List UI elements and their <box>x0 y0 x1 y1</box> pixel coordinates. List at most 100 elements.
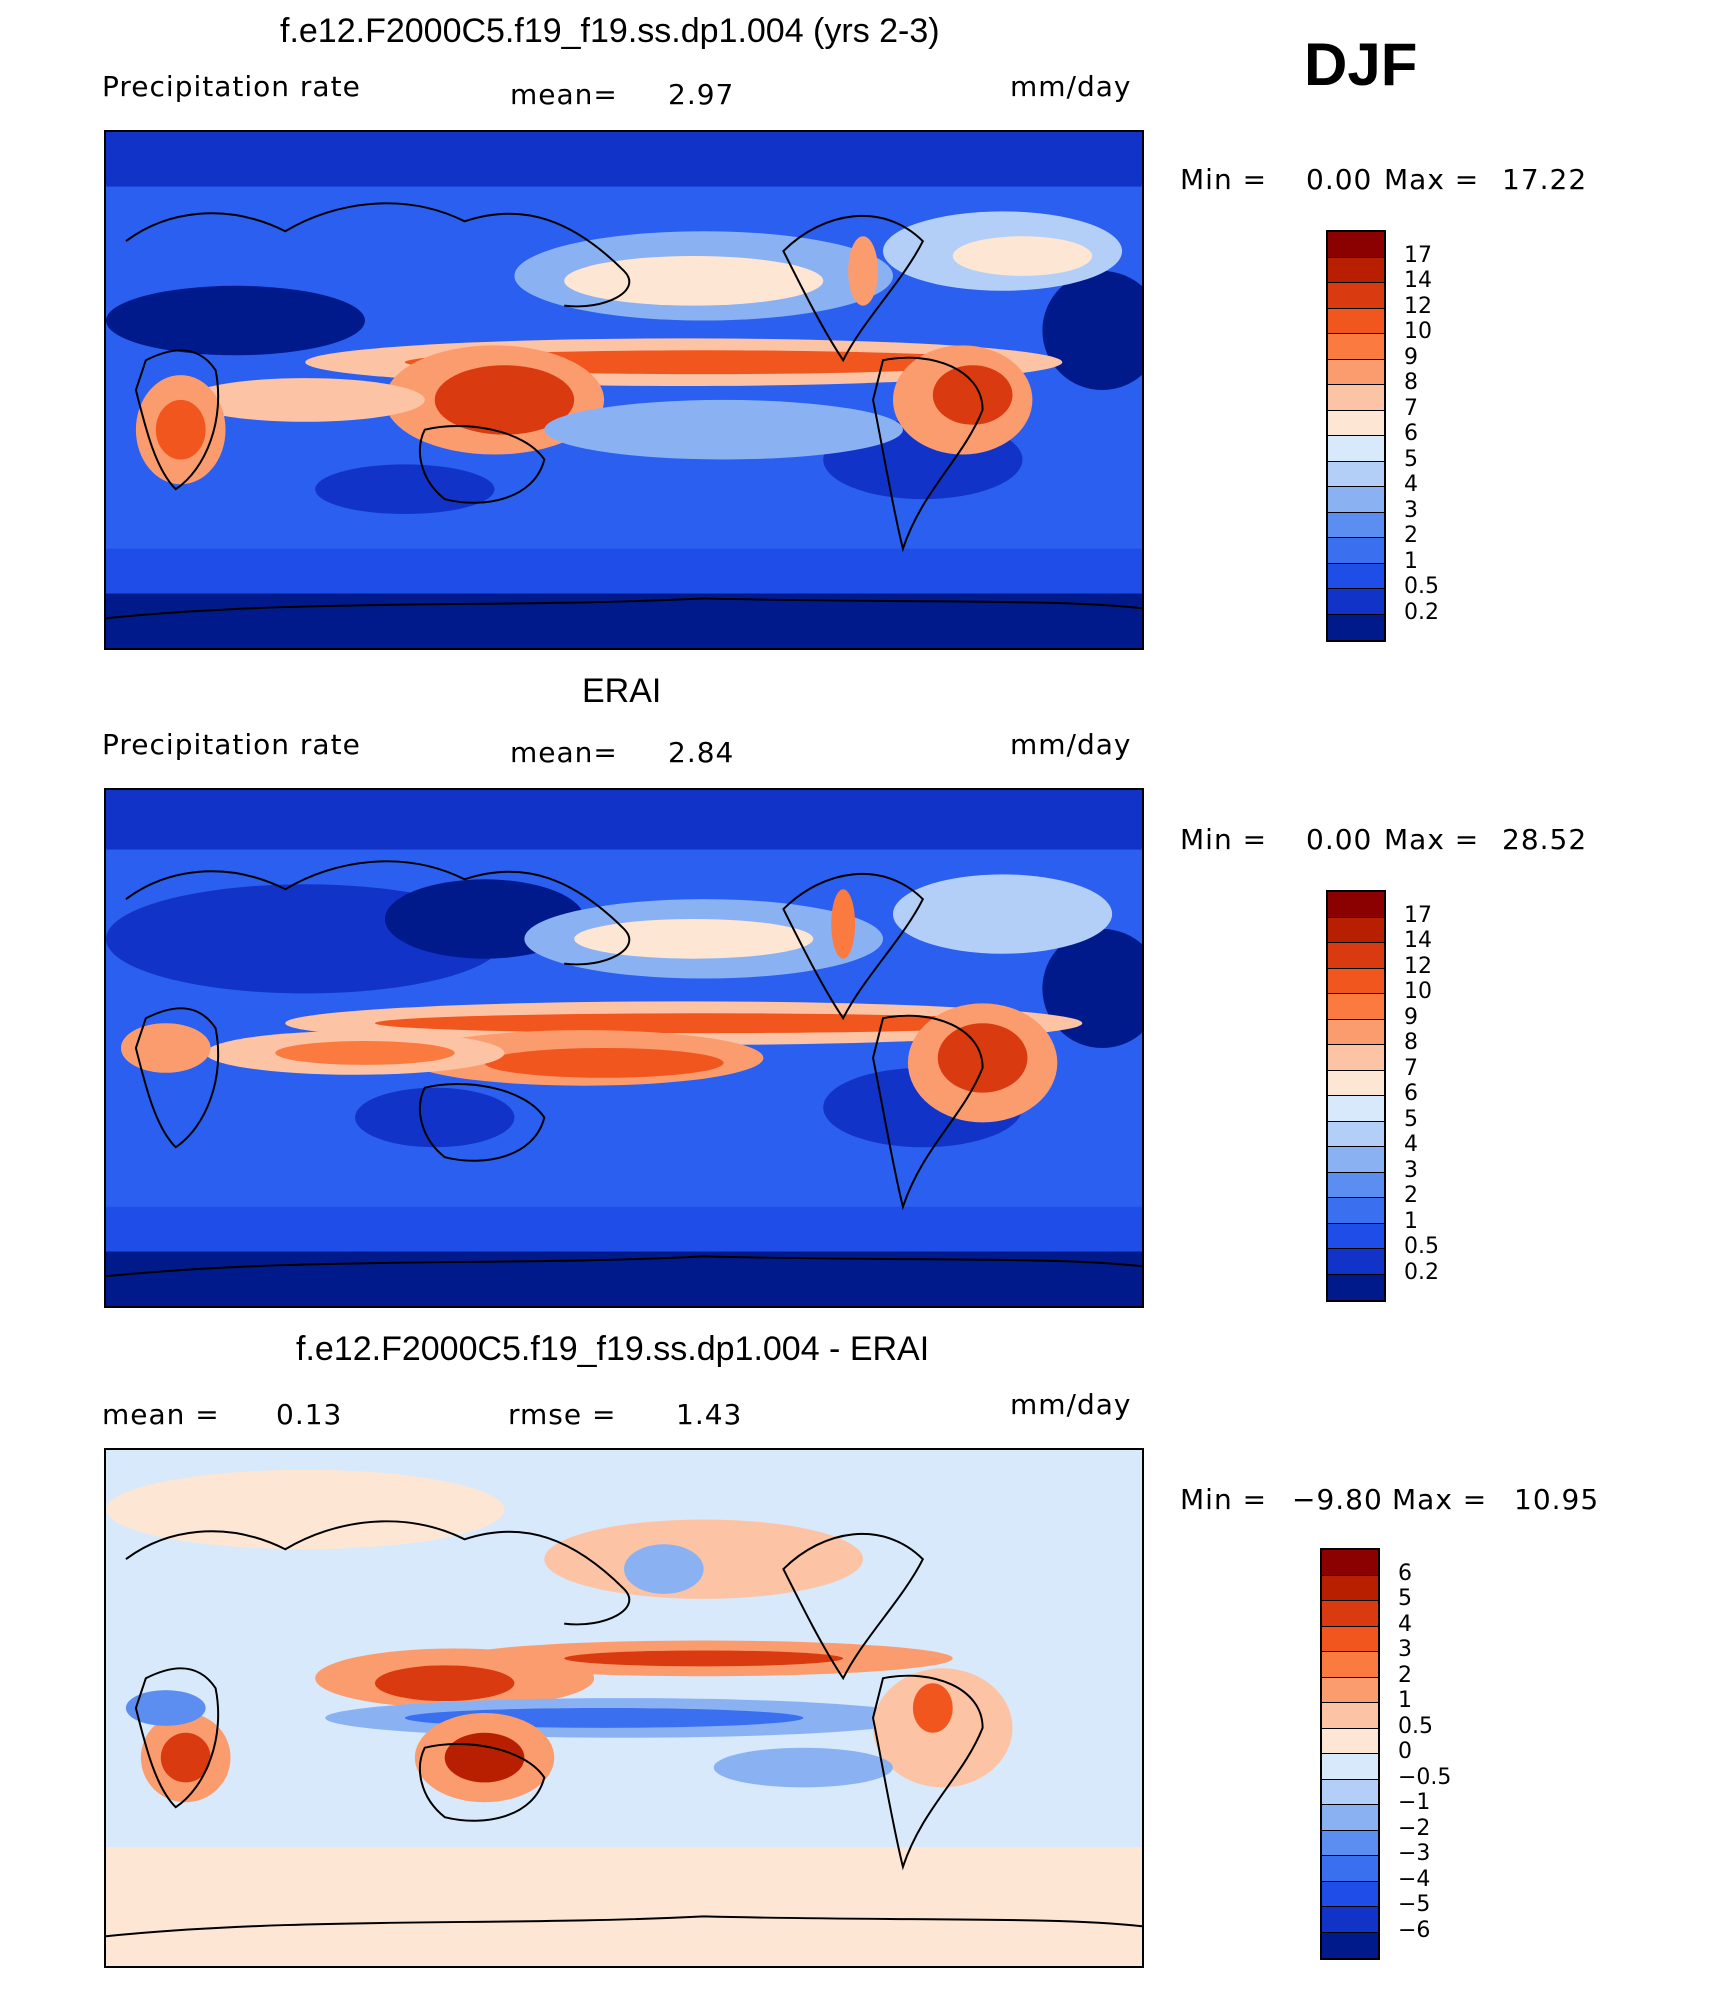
colorbar-swatch <box>1328 283 1384 309</box>
colorbar-swatch <box>1328 1198 1384 1224</box>
colorbar-tick-label: −2 <box>1398 1815 1431 1841</box>
colorbar-swatch <box>1328 1096 1384 1122</box>
colorbar-tick-label: 5 <box>1404 1106 1418 1132</box>
colorbar-tick-label: 4 <box>1404 1132 1418 1157</box>
colorbar-tick-label: 17 <box>1404 902 1432 928</box>
colorbar-tick-label: 3 <box>1404 1157 1418 1183</box>
colorbar-tick-label: −4 <box>1398 1866 1431 1892</box>
colorbar-tick-label: 4 <box>1404 472 1418 497</box>
panel3-rmse-label: rmse = <box>508 1398 617 1431</box>
panel1-max-value: 17.22 <box>1502 163 1588 196</box>
colorbar-tick-label: 6 <box>1404 421 1418 446</box>
colorbar-swatch <box>1328 1045 1384 1071</box>
panel1-variable-label: Precipitation rate <box>102 70 361 103</box>
panel3-units: mm/day <box>1010 1388 1132 1421</box>
colorbar-tick-label: 2 <box>1404 1183 1418 1208</box>
panel2-min-value: 0.00 <box>1306 823 1373 856</box>
colorbar-swatch <box>1328 461 1384 487</box>
colorbar-tick-label: 1 <box>1398 1688 1412 1713</box>
colorbar-tick-label: 5 <box>1398 1586 1412 1611</box>
colorbar-swatch <box>1328 385 1384 411</box>
colorbar-swatch <box>1322 1652 1378 1678</box>
panel3-rmse-value: 1.43 <box>676 1398 743 1431</box>
colorbar-tick-label: 2 <box>1404 523 1418 548</box>
colorbar-tick-label: 4 <box>1398 1611 1412 1637</box>
colorbar-swatch <box>1328 359 1384 385</box>
panel1-units: mm/day <box>1010 70 1132 103</box>
colorbar-tick-label: 7 <box>1404 1055 1418 1081</box>
colorbar-tick-label: 14 <box>1404 268 1432 293</box>
panel2-max-label: Max = <box>1384 823 1480 856</box>
colorbar-swatch <box>1328 614 1384 640</box>
colorbar-tick-label: −1 <box>1398 1790 1431 1815</box>
colorbar-swatch <box>1328 968 1384 994</box>
colorbar-tick-label: 6 <box>1404 1081 1418 1106</box>
colorbar-swatch <box>1328 1121 1384 1147</box>
panel3-map <box>104 1448 1144 1968</box>
panel1-mean-value: 2.97 <box>668 78 735 111</box>
panel1-max-label: Max = <box>1384 163 1480 196</box>
colorbar-swatch <box>1322 1805 1378 1831</box>
panel3-min-value: −9.80 <box>1292 1483 1383 1516</box>
colorbar-tick-label: −3 <box>1398 1841 1431 1866</box>
colorbar-swatch <box>1328 1172 1384 1198</box>
panel1-min-label: Min = <box>1180 163 1268 196</box>
colorbar-swatch <box>1322 1626 1378 1652</box>
panel2-colorbar <box>1326 890 1386 1302</box>
colorbar-tick-label: 9 <box>1404 344 1418 370</box>
colorbar-tick-label: 12 <box>1404 953 1432 979</box>
panel1-colorbar <box>1326 230 1386 642</box>
colorbar-swatch <box>1322 1601 1378 1627</box>
colorbar-swatch <box>1328 538 1384 564</box>
colorbar-swatch <box>1328 308 1384 334</box>
colorbar-swatch <box>1322 1779 1378 1805</box>
panel1-title: f.e12.F2000C5.f19_f19.ss.dp1.004 (yrs 2-… <box>280 12 940 50</box>
colorbar-swatch <box>1322 1677 1378 1703</box>
colorbar-tick-label: 6 <box>1398 1560 1412 1586</box>
colorbar-tick-label: 14 <box>1404 928 1432 953</box>
panel1-mean-label: mean= <box>510 78 618 111</box>
colorbar-tick-label: −5 <box>1398 1892 1431 1917</box>
colorbar-tick-label: 3 <box>1404 497 1418 523</box>
panel2-mean-label: mean= <box>510 736 618 769</box>
colorbar-swatch <box>1328 232 1384 258</box>
colorbar-swatch <box>1328 487 1384 513</box>
colorbar-swatch <box>1322 1856 1378 1882</box>
colorbar-swatch <box>1322 1728 1378 1754</box>
panel3-min-label: Min = <box>1180 1483 1268 1516</box>
panel3-mean-label: mean = <box>102 1398 220 1431</box>
colorbar-tick-label: 12 <box>1404 293 1432 319</box>
panel1-map <box>104 130 1144 650</box>
panel2-min-label: Min = <box>1180 823 1268 856</box>
panel2-map <box>104 788 1144 1308</box>
colorbar-swatch <box>1322 1754 1378 1780</box>
colorbar-swatch <box>1322 1881 1378 1907</box>
colorbar-swatch <box>1322 1703 1378 1729</box>
colorbar-tick-label: 7 <box>1404 395 1418 421</box>
colorbar-swatch <box>1328 257 1384 283</box>
colorbar-tick-label: 2 <box>1398 1662 1412 1688</box>
colorbar-tick-label: 3 <box>1398 1637 1412 1662</box>
panel2-variable-label: Precipitation rate <box>102 728 361 761</box>
colorbar-swatch <box>1328 1019 1384 1045</box>
panel2-mean-value: 2.84 <box>668 736 735 769</box>
colorbar-tick-label: 8 <box>1404 1030 1418 1055</box>
panel3-mean-value: 0.13 <box>276 1398 343 1431</box>
panel3-max-label: Max = <box>1392 1483 1488 1516</box>
colorbar-swatch <box>1328 334 1384 360</box>
colorbar-swatch <box>1328 436 1384 462</box>
panel3-colorbar <box>1320 1548 1380 1960</box>
colorbar-tick-label: 0.5 <box>1404 574 1439 599</box>
panel2-units: mm/day <box>1010 728 1132 761</box>
colorbar-tick-label: 5 <box>1404 446 1418 472</box>
colorbar-swatch <box>1322 1932 1378 1958</box>
colorbar-swatch <box>1328 589 1384 615</box>
colorbar-swatch <box>1328 410 1384 436</box>
colorbar-tick-label: 0.2 <box>1404 1259 1439 1285</box>
panel3-max-value: 10.95 <box>1514 1483 1600 1516</box>
colorbar-swatch <box>1322 1550 1378 1576</box>
colorbar-swatch <box>1328 512 1384 538</box>
colorbar-swatch <box>1328 1274 1384 1300</box>
colorbar-tick-label: 1 <box>1404 548 1418 574</box>
panel3-title: f.e12.F2000C5.f19_f19.ss.dp1.004 - ERAI <box>296 1330 930 1368</box>
